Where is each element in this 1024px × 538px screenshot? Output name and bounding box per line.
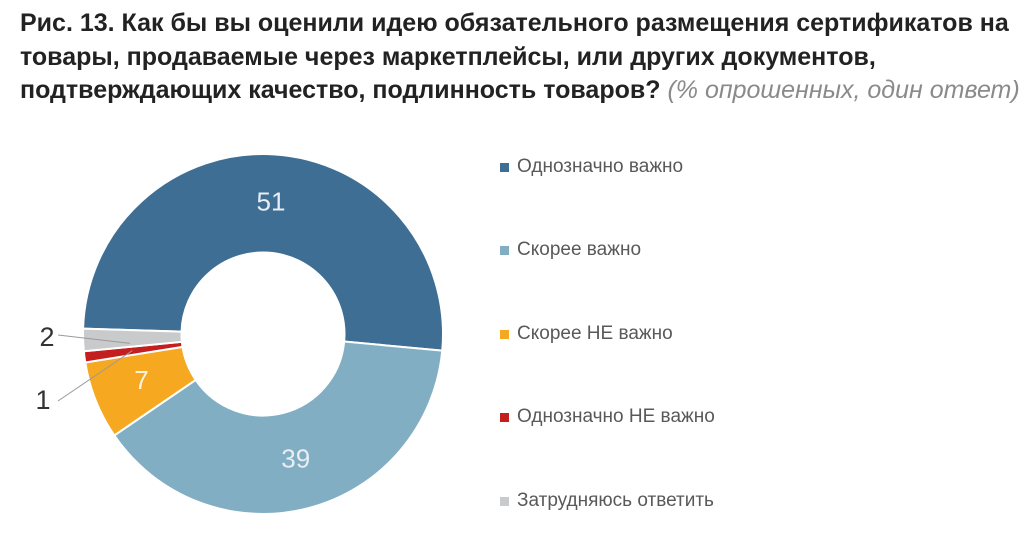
svg-text:7: 7 xyxy=(134,365,148,395)
svg-text:39: 39 xyxy=(281,443,310,473)
svg-text:2: 2 xyxy=(39,322,54,352)
svg-text:51: 51 xyxy=(257,186,286,216)
svg-text:1: 1 xyxy=(35,385,50,415)
